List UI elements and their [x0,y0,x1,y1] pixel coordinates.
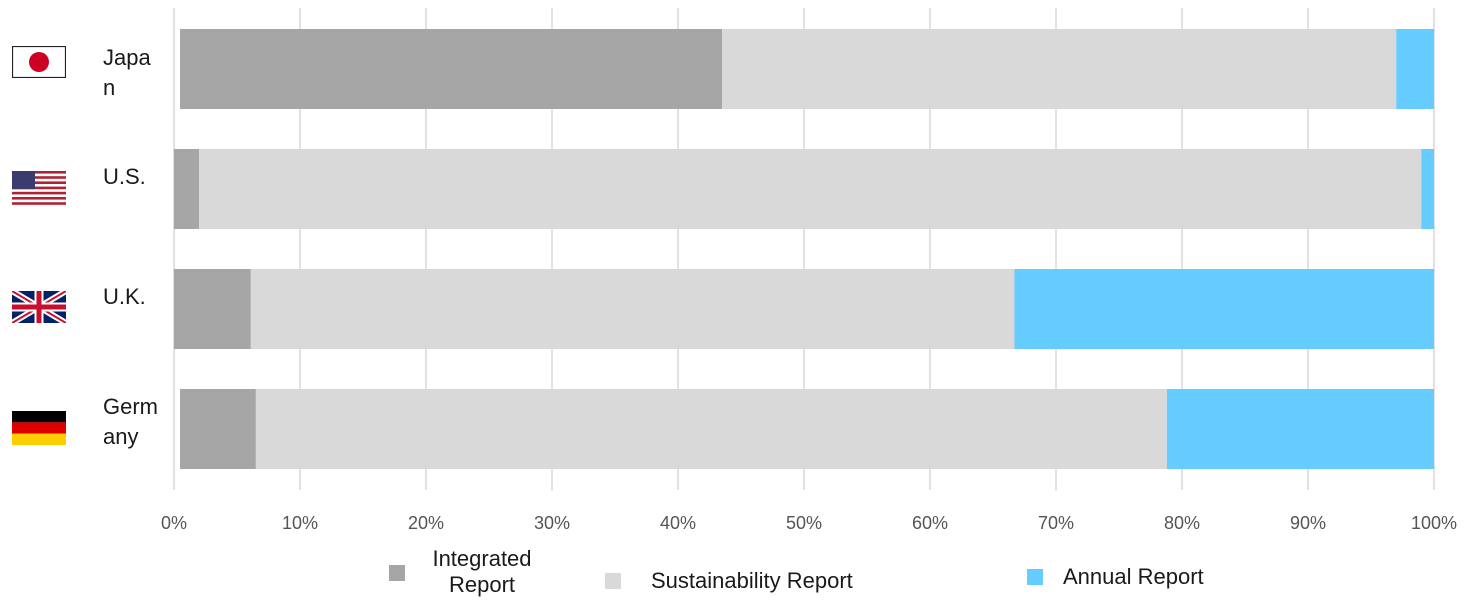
us-flag-icon [12,171,66,205]
bar-u-k-annual-report [1014,269,1434,349]
bar-japan-sustainability-report [722,29,1397,109]
uk-flag-icon [12,291,66,323]
bars [174,29,1434,469]
legend-item-integrated-report: Integrated Report [389,546,537,598]
legend-label-integrated-report: Integrated Report [432,546,532,597]
x-tick-label: 10% [282,513,318,533]
legend-item-annual-report: Annual Report [1027,564,1204,590]
x-tick-label: 90% [1290,513,1326,533]
chart-area: 0% 10% 20% 30% 40% 50% 60% 70% 80% 90% 100% [161,8,1457,533]
legend-swatch-annual-report [1027,569,1043,585]
legend-item-sustainability-report: Sustainability Report [605,568,853,594]
x-tick-label: 20% [408,513,444,533]
bar-germany-annual-report [1166,389,1434,469]
bar-japan-annual-report [1396,29,1434,109]
germany-flag-icon [12,411,66,445]
bar-u-k-sustainability-report [250,269,1015,349]
bar-u-k-integrated-report [174,269,251,349]
category-label-germany: Germany [103,394,158,449]
x-tick-label: 0% [161,513,187,533]
category-label-uk: U.K. [103,284,146,309]
bar-u-s-sustainability-report [199,149,1422,229]
x-tick-label: 50% [786,513,822,533]
category-label-us: U.S. [103,164,146,189]
x-tick-label: 40% [660,513,696,533]
legend-label-sustainability-report: Sustainability Report [651,568,853,593]
x-tick-label: 30% [534,513,570,533]
x-tick-label: 70% [1038,513,1074,533]
legend: Integrated Report Sustainability Report … [0,546,1465,608]
x-tick-label: 60% [912,513,948,533]
bar-germany-sustainability-report [255,389,1167,469]
bar-u-s-integrated-report [174,149,200,229]
x-tick-label: 100% [1411,513,1457,533]
bar-japan-integrated-report [180,29,723,109]
legend-swatch-integrated-report [389,565,405,581]
x-axis-ticks: 0% 10% 20% 30% 40% 50% 60% 70% 80% 90% 100% [161,513,1457,533]
legend-swatch-sustainability-report [605,573,621,589]
category-label-japan: Japan [103,45,151,100]
bar-u-s-annual-report [1421,149,1434,229]
japan-flag-icon [12,46,66,78]
legend-label-annual-report: Annual Report [1063,564,1204,589]
bar-germany-integrated-report [180,389,256,469]
x-tick-label: 80% [1164,513,1200,533]
